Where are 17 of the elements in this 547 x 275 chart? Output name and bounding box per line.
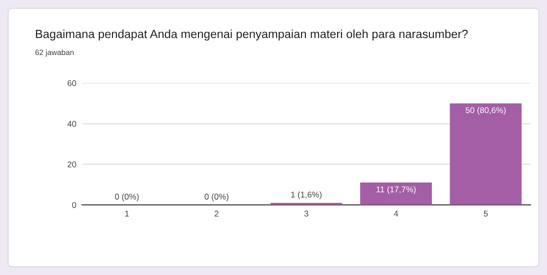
x-tick-label: 2 (214, 210, 219, 216)
data-label: 0 (0%) (204, 193, 228, 202)
bar (360, 182, 432, 205)
x-tick-label: 4 (394, 210, 398, 216)
y-tick-label: 60 (68, 80, 76, 86)
data-label: 0 (0%) (114, 193, 139, 202)
data-label: 1 (1,6%) (291, 191, 322, 200)
x-tick-label: 1 (125, 210, 129, 216)
bar (450, 103, 522, 205)
y-tick-label: 0 (72, 202, 76, 208)
x-tick-label: 5 (484, 210, 488, 217)
data-label: 50 (80,6%) (466, 107, 506, 115)
chart-title: Bagaimana pendapat Anda mengenai penyampaian materi oleh para narasumber? (36, 30, 468, 40)
y-tick-label: 40 (67, 120, 76, 127)
y-tick-label: 20 (68, 161, 76, 168)
data-label: 11 (17,7%) (376, 186, 416, 194)
x-tick-label: 3 (304, 210, 308, 217)
